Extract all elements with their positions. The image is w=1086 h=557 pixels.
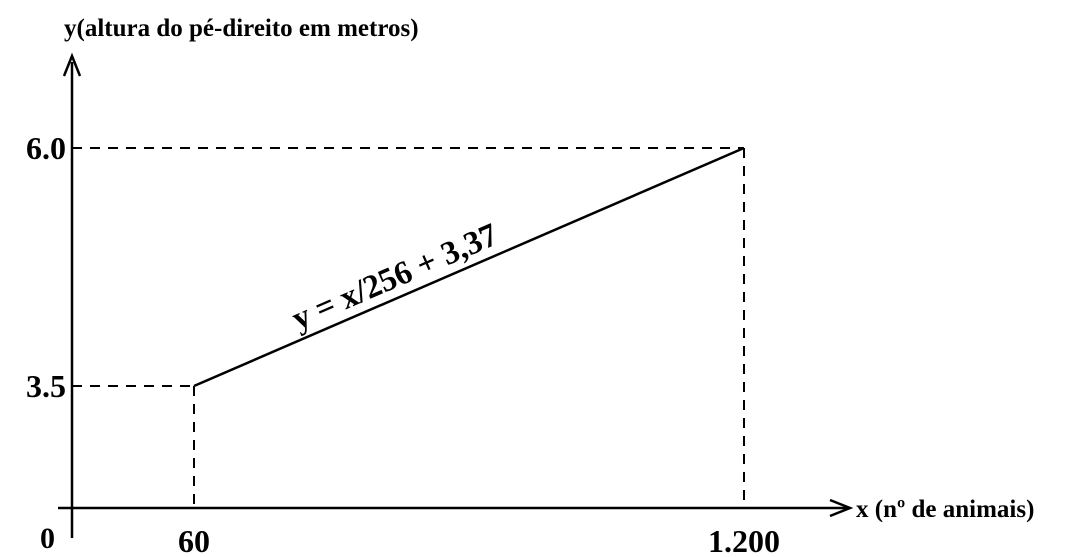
x-tick-label: 60 [178, 523, 210, 557]
series-line [193, 146, 745, 388]
y-axis-arrow [62, 52, 82, 77]
origin-label: 0 [40, 522, 55, 555]
y-tick-label: 6.0 [26, 130, 66, 166]
x-axis-title: x (nº de animais) [856, 496, 1034, 523]
x-axis-arrow [829, 498, 854, 518]
y-tick-label: 3.5 [26, 368, 66, 404]
y-axis-title: y(altura do pé-direito em metros) [64, 15, 419, 42]
x-tick-label: 1.200 [708, 523, 780, 557]
equation-annotation: y = x/256 + 3,37 [287, 217, 503, 337]
